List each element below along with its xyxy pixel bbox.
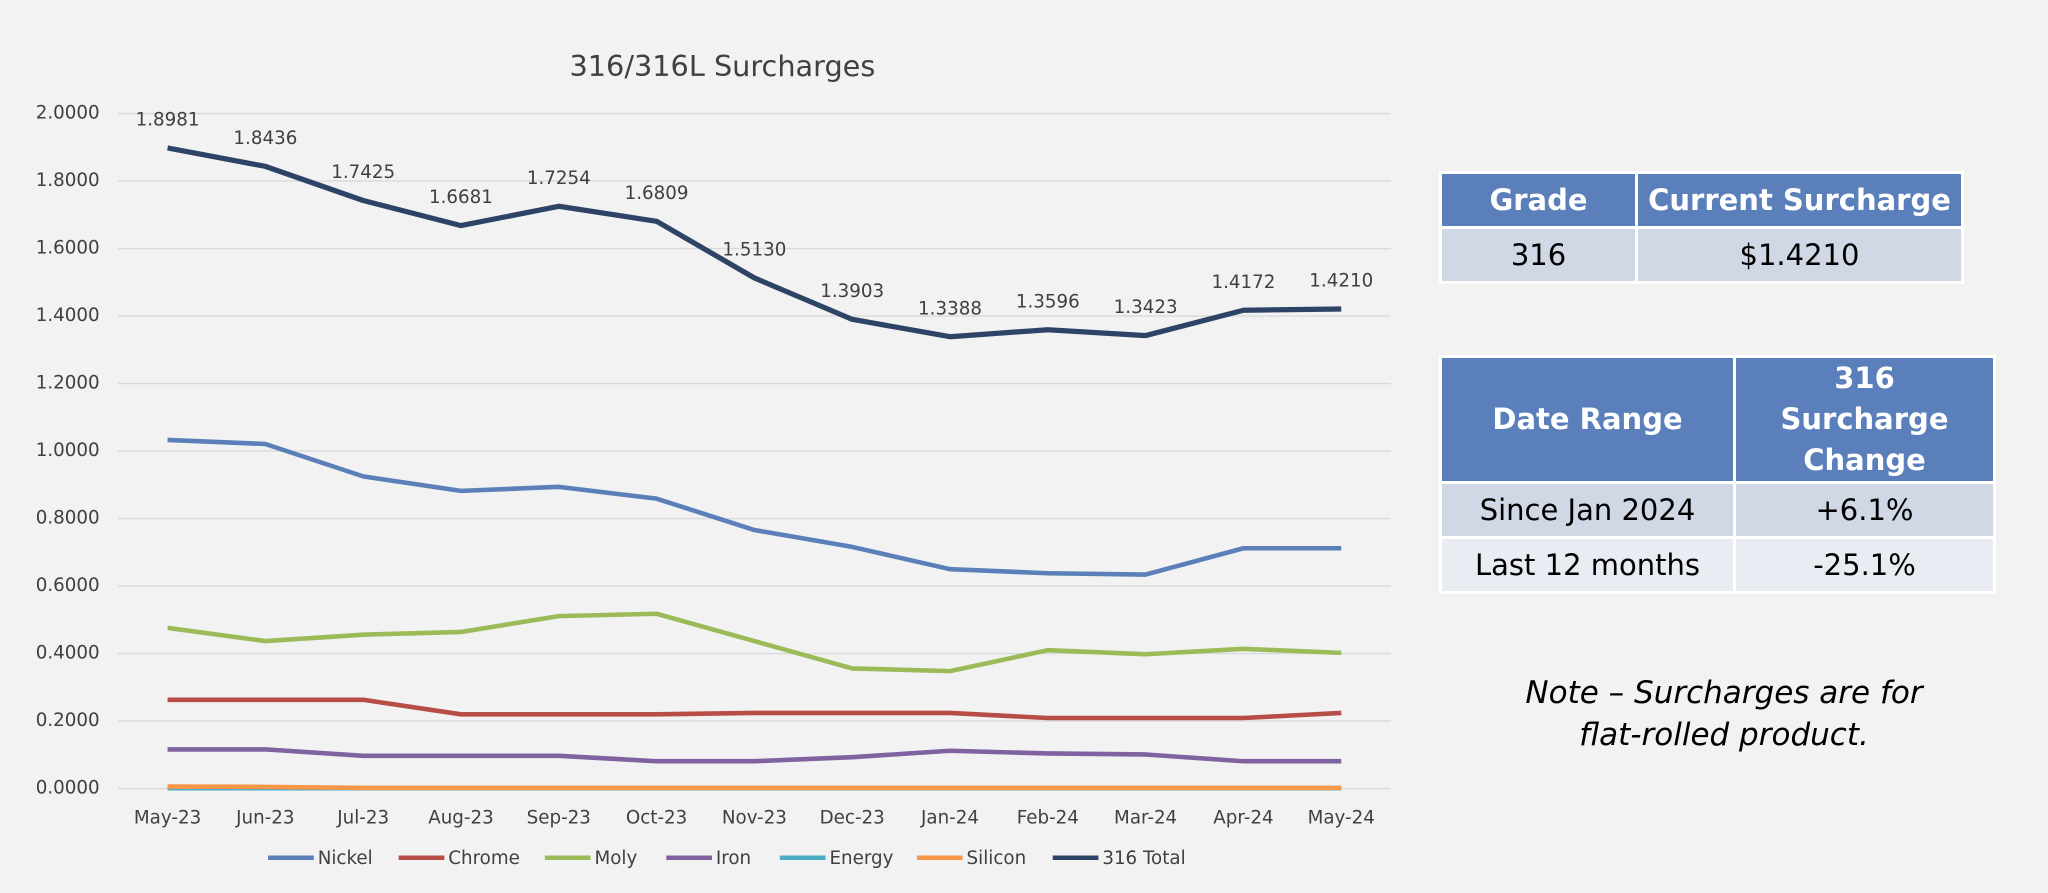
series-line xyxy=(167,145,1342,340)
table-row: Since Jan 2024 +6.1% xyxy=(1439,481,1996,539)
y-tick-label: 0.4000 xyxy=(36,643,100,664)
table-cell: 316 xyxy=(1439,226,1638,284)
chart-title: 316/316L Surcharges xyxy=(570,49,876,83)
x-tick-label: Oct-23 xyxy=(626,808,687,829)
table-row: Last 12 months -25.1% xyxy=(1439,536,1996,594)
x-tick-label: Dec-23 xyxy=(820,808,885,829)
x-tick-label: May-24 xyxy=(1308,808,1375,829)
note-line: flat-rolled product. xyxy=(1579,717,1869,753)
y-tick-label: 0.8000 xyxy=(36,508,100,529)
series-line xyxy=(167,784,1342,791)
data-label: 1.3423 xyxy=(1114,297,1178,318)
data-label: 1.7425 xyxy=(331,162,395,183)
table-cell: -25.1% xyxy=(1733,536,1996,594)
x-tick-label: Nov-23 xyxy=(722,808,787,829)
legend-label: Energy xyxy=(829,848,893,869)
data-label: 1.4210 xyxy=(1309,271,1373,292)
legend-label: Moly xyxy=(594,848,637,869)
legend-label: 316 Total xyxy=(1102,848,1185,869)
table-cell: +6.1% xyxy=(1733,481,1996,539)
y-tick-label: 1.8000 xyxy=(36,170,100,191)
y-tick-label: 0.6000 xyxy=(36,575,100,596)
header-row: Grade Current Surcharge xyxy=(1439,171,1964,229)
x-tick-label: Jan-24 xyxy=(920,808,979,829)
x-tick-label: Feb-24 xyxy=(1017,808,1079,829)
x-tick-label: Aug-23 xyxy=(428,808,493,829)
legend-label: Chrome xyxy=(448,848,520,869)
data-label: 1.6681 xyxy=(429,187,493,208)
x-tick-label: Mar-24 xyxy=(1114,808,1177,829)
data-label: 1.7254 xyxy=(527,168,591,189)
y-tick-label: 2.0000 xyxy=(36,103,100,124)
legend-label: Silicon xyxy=(967,848,1027,869)
legend-label: Nickel xyxy=(318,848,373,869)
x-tick-label: Jul-23 xyxy=(336,808,389,829)
data-label: 1.4172 xyxy=(1211,272,1275,293)
y-tick-label: 0.0000 xyxy=(36,778,100,799)
header-row: Date Range 316 Surcharge Change xyxy=(1439,355,1996,484)
data-label: 1.3903 xyxy=(820,281,884,302)
data-label: 1.6809 xyxy=(625,183,689,204)
table-cell: Since Jan 2024 xyxy=(1439,481,1736,539)
x-tick-label: May-23 xyxy=(134,808,201,829)
y-tick-label: 1.0000 xyxy=(36,440,100,461)
y-tick-label: 1.6000 xyxy=(36,238,100,259)
change-table: Date Range 316 Surcharge Change Since Jan … xyxy=(1439,355,1996,594)
series-line xyxy=(167,611,1342,674)
header-cell: Current Surcharge xyxy=(1635,171,1964,229)
table-cell: $1.4210 xyxy=(1635,226,1964,284)
data-label: 1.8436 xyxy=(233,128,297,149)
y-tick-label: 0.2000 xyxy=(36,710,100,731)
table-row: 316 $1.4210 xyxy=(1439,226,1964,284)
note-line: Note – Surcharges are for xyxy=(1525,675,1923,711)
note: Note – Surcharges are for flat-rolled pro… xyxy=(1474,672,1974,756)
y-tick-label: 1.2000 xyxy=(36,373,100,394)
x-tick-label: Apr-24 xyxy=(1213,808,1273,829)
legend-label: Iron xyxy=(716,848,751,869)
y-tick-label: 1.4000 xyxy=(36,305,100,326)
data-label: 1.3388 xyxy=(918,298,982,319)
header-cell: Grade xyxy=(1439,171,1638,229)
surcharge-table: Grade Current Surcharge 316 $1.4210 xyxy=(1439,171,1964,284)
x-tick-label: Jun-23 xyxy=(235,808,294,829)
x-tick-label: Sep-23 xyxy=(527,808,591,829)
header-cell: 316 Surcharge Change xyxy=(1733,355,1996,484)
table-cell: Last 12 months xyxy=(1439,536,1736,594)
series-line xyxy=(167,437,1342,577)
series-line xyxy=(167,697,1342,721)
data-label: 1.8981 xyxy=(136,110,200,131)
header-cell: Date Range xyxy=(1439,355,1736,484)
data-label: 1.5130 xyxy=(722,240,786,261)
data-label: 1.3596 xyxy=(1016,291,1080,312)
series-line xyxy=(167,747,1342,764)
